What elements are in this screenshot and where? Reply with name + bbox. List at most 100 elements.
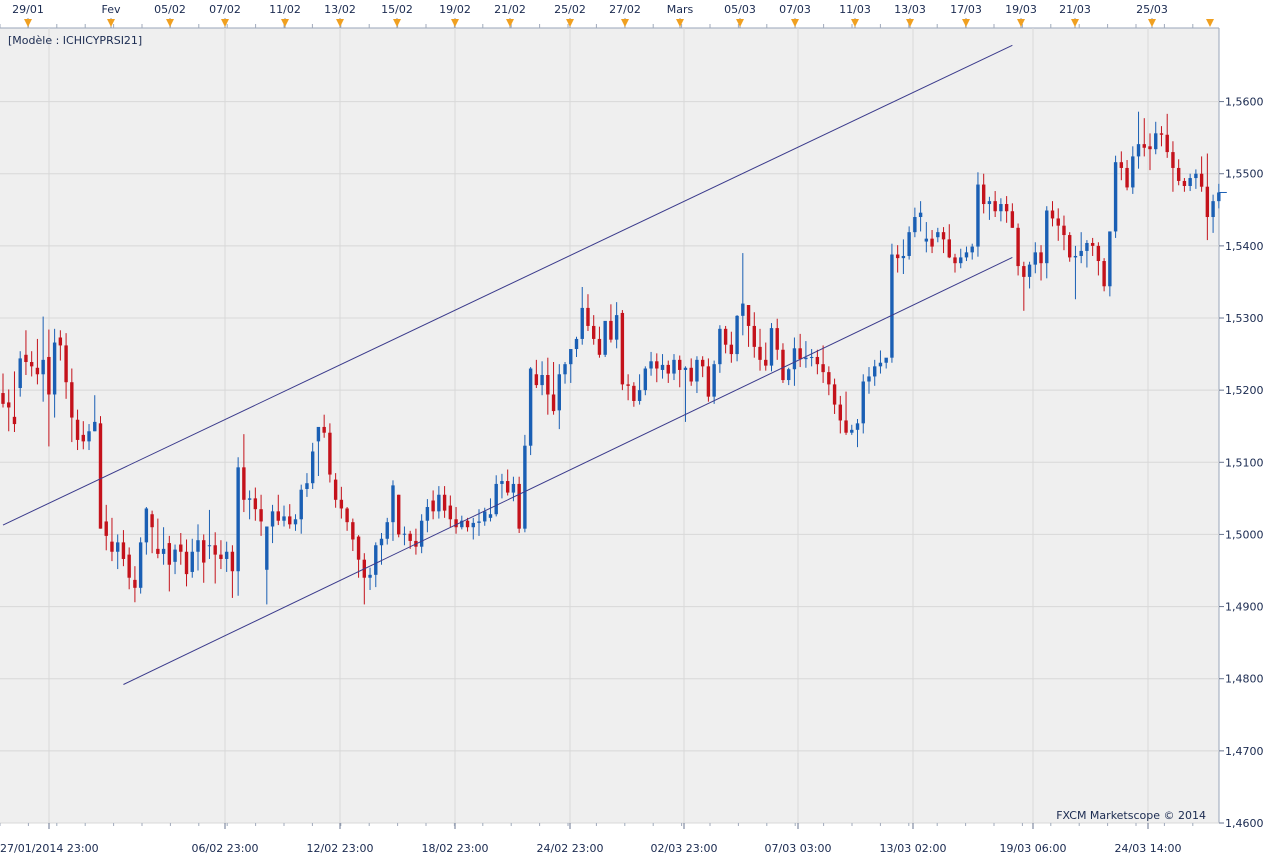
candle [207,509,212,559]
candle [1102,258,1106,292]
candle-body [752,325,756,347]
candle [500,473,504,499]
candle [867,367,871,394]
candle [391,480,395,541]
candle-body [1159,133,1164,135]
candle-body [603,320,607,355]
candle-body [442,494,447,511]
y-tick-label: 1,5000 [1225,528,1264,541]
candle [52,328,57,418]
candle [924,222,929,253]
candle [901,239,906,275]
top-date-label: 13/03 [894,3,926,16]
candle [402,526,407,546]
candle [838,395,843,434]
candle-body [116,542,120,552]
candle-body [293,519,298,525]
candle [310,442,315,489]
candle-body [517,483,521,529]
candle-body [798,348,802,360]
session-marker [506,19,514,27]
candle [666,360,670,383]
candle-body [1205,186,1210,218]
candle-body [672,359,676,374]
candle-body [878,362,883,367]
candle-body [1050,210,1055,219]
candle [58,330,63,361]
candle [678,355,682,388]
candle [1,373,5,408]
model-label: [Modèle : ICHICYPRSI21] [8,34,142,47]
candle [620,310,625,391]
candle [964,246,969,262]
candle [219,540,223,570]
candle-body [511,483,516,493]
candle [437,486,441,519]
candle-body [448,505,453,520]
candle [288,504,292,529]
candle [81,421,85,450]
candle-body [1176,167,1181,181]
candle [179,532,183,565]
candle-body [402,533,407,535]
candle-body [1182,180,1187,186]
candle-body [1010,211,1015,228]
candle [614,302,619,349]
candle [167,535,172,592]
candle-body [488,514,493,518]
candle-body [104,521,108,536]
candle [29,351,34,377]
candle [1136,111,1141,169]
candle-body [310,451,315,484]
candle-body [1,393,5,404]
candle [1154,121,1158,155]
candle-body [1199,173,1204,187]
candle-body [368,574,372,578]
candle [540,361,544,396]
candle [637,374,642,405]
candle-body [660,364,665,370]
candle-body [397,494,401,535]
candle [7,389,11,432]
candle [592,315,596,345]
candle [775,318,779,360]
candle-body [700,359,705,367]
candle [161,527,166,565]
candle-body [81,434,85,442]
candle [769,323,774,372]
candle-body [70,382,74,418]
bottom-date-label: 24/02 23:00 [537,842,604,855]
candle-body [339,499,344,509]
candle [689,358,693,386]
candle [718,325,722,373]
candle [202,534,206,583]
candle [1199,156,1204,192]
candle [752,312,756,358]
candle-body [121,542,126,559]
trend-channel [2,44,1013,685]
candle-body [999,204,1003,212]
candle [850,424,854,435]
session-marker [962,19,970,27]
candle-body [1119,162,1124,168]
top-date-label: 15/02 [381,3,413,16]
session-marker [107,19,115,27]
candle [574,336,579,357]
candle-body [437,494,441,512]
candle-body [35,367,40,375]
candle-body [419,520,424,547]
candle-body [1027,264,1032,277]
candle-body [695,359,699,382]
y-tick-label: 1,5300 [1225,312,1264,325]
candle-body [729,344,734,355]
candle [786,367,791,386]
candle-body [253,498,258,510]
candle-body [213,545,217,555]
candle-body [230,551,235,572]
candle-body [276,511,280,521]
candle-body [374,545,378,575]
candle [551,362,556,415]
candle [116,534,120,570]
